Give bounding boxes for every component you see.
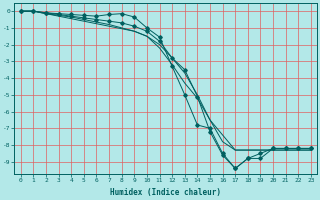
X-axis label: Humidex (Indice chaleur): Humidex (Indice chaleur) [110, 188, 221, 197]
